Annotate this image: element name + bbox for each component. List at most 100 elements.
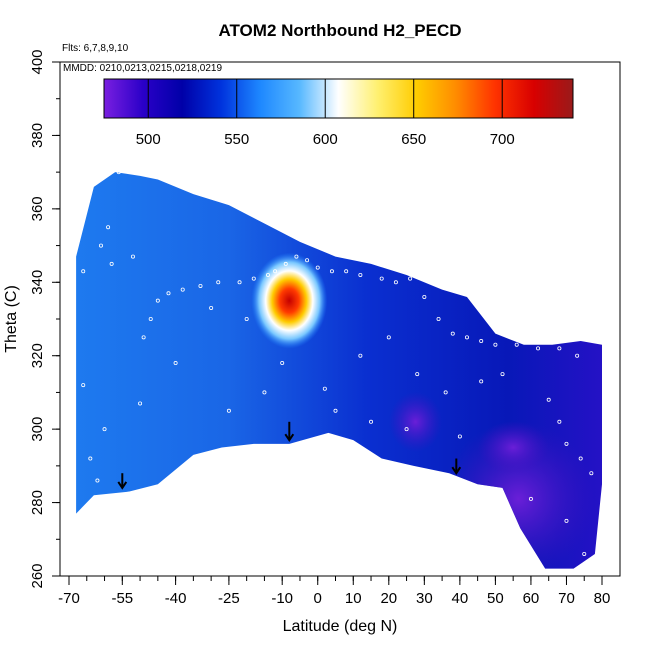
hotspot-region: [251, 252, 328, 349]
down-arrow-icon: [284, 421, 295, 442]
sample-point: [265, 272, 270, 277]
low-region-2: [477, 421, 549, 474]
sample-point: [464, 335, 469, 340]
y-tick-label: 360: [29, 196, 46, 221]
sample-point: [557, 346, 562, 351]
sample-point: [98, 243, 103, 248]
sample-point: [369, 419, 374, 424]
sample-point: [305, 258, 310, 263]
chart-title: ATOM2 Northbound H2_PECD: [218, 21, 461, 40]
sample-point: [575, 353, 580, 358]
sample-point: [379, 276, 384, 281]
y-tick-label: 300: [29, 417, 46, 442]
sample-point: [582, 551, 587, 556]
sample-point: [216, 280, 221, 285]
sample-point: [141, 335, 146, 340]
x-tick-label: 70: [558, 590, 575, 607]
sample-point: [443, 390, 448, 395]
x-tick-label: -25: [218, 590, 240, 607]
y-tick-label: 340: [29, 270, 46, 295]
x-tick-label: -10: [271, 590, 293, 607]
sample-point: [457, 434, 462, 439]
sample-point: [209, 305, 214, 310]
sample-point: [479, 339, 484, 344]
x-tick-label: 40: [452, 590, 469, 607]
sample-point: [450, 331, 455, 336]
y-tick-label: 320: [29, 343, 46, 368]
sample-point: [589, 471, 594, 476]
x-tick-label: -55: [111, 590, 133, 607]
sample-point: [81, 269, 86, 274]
colorbar-tick-label: 500: [136, 131, 161, 148]
sample-point: [315, 265, 320, 270]
x-tick-label: 60: [523, 590, 540, 607]
x-tick-label: 50: [487, 590, 504, 607]
sample-point: [393, 280, 398, 285]
sample-points: [81, 170, 594, 556]
sample-point: [198, 283, 203, 288]
y-tick-label: 280: [29, 490, 46, 515]
sample-point: [294, 254, 299, 259]
sample-point: [344, 269, 349, 274]
sample-point: [358, 272, 363, 277]
sample-point: [251, 276, 256, 281]
sample-point: [329, 269, 334, 274]
colorbar-tick-label: 700: [490, 131, 515, 148]
x-axis: -70 -55 -40 -25 -10 0 10 20 30 40 50 60 70 80: [58, 576, 610, 607]
sample-point: [95, 478, 100, 483]
low-region-0: [388, 391, 443, 452]
sample-point: [436, 316, 441, 321]
y-axis-label: Theta (C): [3, 285, 20, 353]
sample-point: [578, 456, 583, 461]
dates-note: MMDD: 0210,0213,0215,0218,0219: [63, 63, 222, 74]
sample-point: [546, 397, 551, 402]
x-tick-label: 10: [345, 590, 362, 607]
sample-point: [404, 427, 409, 432]
sample-point: [273, 269, 278, 274]
sample-point: [514, 342, 519, 347]
sample-point: [155, 298, 160, 303]
sample-point: [322, 386, 327, 391]
sample-point: [500, 372, 505, 377]
colorbar-gradient: [103, 78, 574, 119]
y-tick-label: 400: [29, 49, 46, 74]
colorbar-ticks: 500 550 600 650 700: [136, 79, 515, 148]
colorbar: 500 550 600 650 700: [103, 78, 574, 148]
x-tick-label: 0: [314, 590, 322, 607]
sample-point: [106, 225, 111, 230]
sample-point: [283, 261, 288, 266]
colorbar-tick-label: 600: [313, 131, 338, 148]
sample-point: [564, 518, 569, 523]
sample-point: [116, 170, 121, 175]
colorbar-tick-label: 650: [401, 131, 426, 148]
sample-point: [130, 254, 135, 259]
sample-point: [422, 294, 427, 299]
sample-point: [479, 379, 484, 384]
sample-point: [148, 316, 153, 321]
colorbar-tick-label: 550: [224, 131, 249, 148]
sample-point: [138, 401, 143, 406]
sample-point: [262, 390, 267, 395]
x-tick-label: 30: [416, 590, 433, 607]
sample-point: [180, 287, 185, 292]
sample-point: [415, 372, 420, 377]
x-tick-label: -40: [165, 590, 187, 607]
y-axis: 260 280 300 320 340 360 380 400: [29, 49, 60, 589]
x-axis-label: Latitude (deg N): [283, 618, 398, 635]
sample-point: [358, 353, 363, 358]
sample-point: [109, 261, 114, 266]
arrows: [117, 421, 462, 490]
y-tick-label: 260: [29, 563, 46, 588]
sample-point: [226, 408, 231, 413]
sample-point: [528, 496, 533, 501]
sample-point: [102, 427, 107, 432]
sample-point: [333, 408, 338, 413]
x-tick-label: -70: [58, 590, 80, 607]
down-arrow-icon: [117, 473, 128, 490]
down-arrow-icon: [451, 458, 462, 476]
x-tick-label: 80: [594, 590, 611, 607]
sample-point: [237, 280, 242, 285]
sample-point: [493, 342, 498, 347]
sample-point: [536, 346, 541, 351]
sample-point: [386, 335, 391, 340]
